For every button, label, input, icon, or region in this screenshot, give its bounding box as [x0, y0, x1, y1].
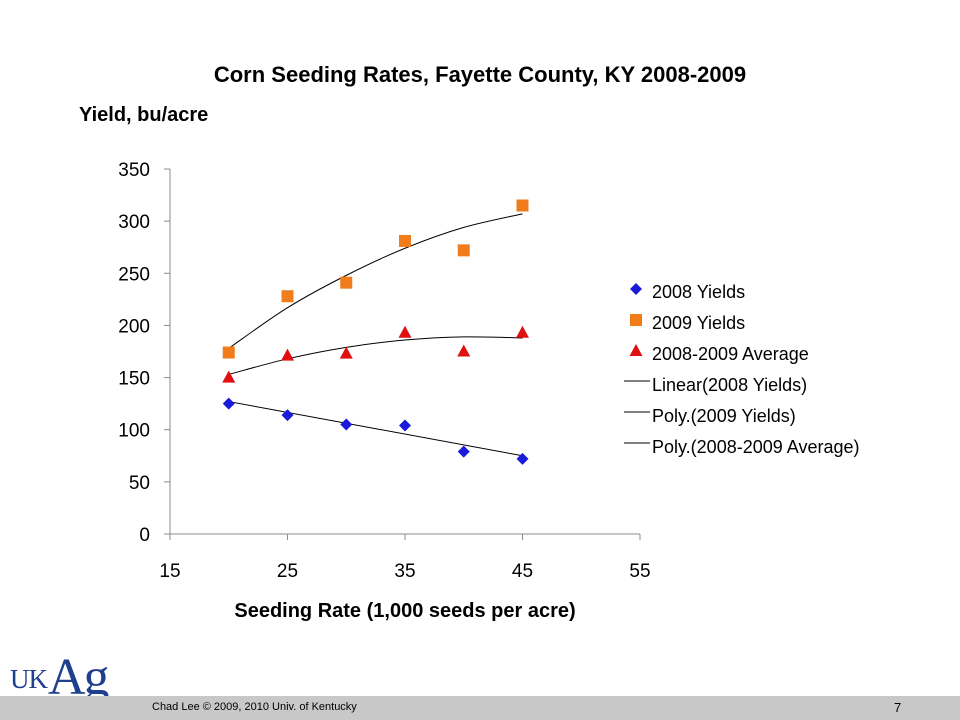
- series-3-point: [281, 348, 294, 361]
- footer-bar: Chad Lee © 2009, 2010 Univ. of Kentucky …: [0, 696, 960, 720]
- series-2-point: [457, 244, 470, 257]
- x-tick-label: 45: [512, 561, 533, 582]
- legend-label-2: 2009 Yields: [652, 313, 745, 333]
- y-axis-label: Yield, bu/acre: [79, 104, 209, 126]
- series-1-point: [340, 418, 353, 431]
- series-2-point: [340, 276, 353, 289]
- y-tick-label: 350: [118, 160, 150, 181]
- legend-trendline-label-3: Poly.(2008-2009 Average): [652, 437, 859, 457]
- series-3-point: [339, 346, 353, 359]
- trendline-3: [228, 336, 523, 375]
- chart-title: Corn Seeding Rates, Fayette County, KY 2…: [213, 62, 747, 87]
- y-tick-label: 300: [118, 212, 150, 233]
- series-1-point: [222, 397, 235, 410]
- x-tick-label: 35: [394, 561, 415, 582]
- series-3-point: [516, 325, 529, 338]
- x-tick-label: 55: [629, 561, 650, 582]
- legend-trendline-label-1: Linear(2008 Yields): [652, 375, 807, 395]
- footer-credit: Chad Lee © 2009, 2010 Univ. of Kentucky: [152, 701, 357, 713]
- series-2-point: [281, 290, 294, 303]
- legend-marker-3: [629, 344, 643, 356]
- series-1-point: [457, 445, 470, 458]
- series-3-point: [457, 344, 471, 357]
- legend-label-1: 2008 Yields: [652, 282, 745, 302]
- legend-label-3: 2008-2009 Average: [652, 344, 809, 364]
- series-1-point: [516, 452, 529, 465]
- legend-marker-2: [630, 314, 642, 326]
- y-tick-label: 50: [129, 473, 150, 494]
- trendline-2: [228, 213, 523, 349]
- series-2-point: [222, 346, 235, 359]
- series-3-point: [222, 370, 236, 383]
- series-1-point: [399, 419, 411, 432]
- trendline-1: [228, 401, 523, 457]
- y-tick-label: 250: [118, 264, 150, 285]
- y-tick-label: 100: [118, 421, 150, 442]
- logo-uk-text: UK: [10, 664, 48, 694]
- y-tick-label: 200: [118, 316, 150, 337]
- series-1-point: [281, 409, 294, 422]
- legend-trendline-label-2: Poly.(2009 Yields): [652, 406, 796, 426]
- series-2-point: [399, 234, 411, 247]
- y-tick-label: 0: [139, 525, 150, 546]
- slide-number: 7: [894, 700, 902, 715]
- series-2-point: [516, 199, 529, 212]
- series-3-point: [398, 325, 412, 338]
- legend-marker-1: [630, 283, 642, 295]
- scatter-chart: 0 50 100 150 200 250 300 350 15 25 35 45 55 Seeding R…: [118, 160, 859, 622]
- y-tick-label: 150: [118, 369, 150, 390]
- x-tick-label: 25: [277, 561, 298, 582]
- x-axis-label: Seeding Rate (1,000 seeds per acre): [234, 600, 575, 622]
- x-tick-label: 15: [159, 561, 180, 582]
